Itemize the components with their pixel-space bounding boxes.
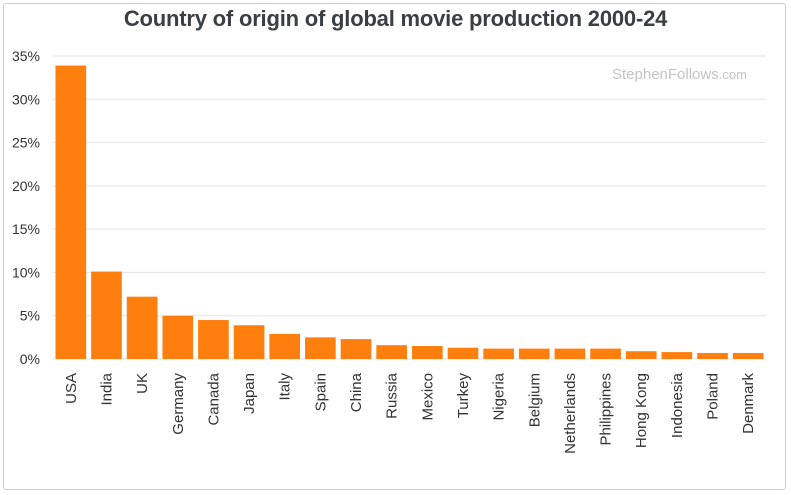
bar-mexico (411, 346, 443, 359)
x-tick-label: UK (134, 373, 151, 394)
bar-italy (269, 333, 301, 359)
x-tick-label: Poland (705, 373, 722, 420)
chart-title: Country of origin of global movie produc… (123, 6, 668, 31)
x-tick-label: Canada (205, 372, 222, 425)
y-tick-label: 0% (20, 351, 40, 367)
bar-spain (305, 337, 336, 359)
y-tick-label: 15% (12, 221, 40, 237)
x-tick-label: Japan (241, 373, 258, 414)
x-tick-label: Indonesia (669, 372, 686, 438)
bar-denmark (732, 352, 764, 359)
y-axis-ticks: 0% 5% 10% 15% 20% 25% 30% 35% (12, 48, 40, 367)
x-tick-label: Spain (312, 373, 329, 411)
x-tick-label: China (348, 372, 365, 412)
bar-philippines (590, 348, 621, 359)
x-tick-label: Denmark (740, 373, 757, 434)
bar-japan (233, 325, 265, 359)
bar-germany (162, 315, 194, 359)
x-tick-label: Turkey (455, 373, 472, 419)
x-tick-label: Mexico (419, 373, 436, 421)
y-tick-label: 10% (12, 264, 40, 280)
x-tick-label: Germany (170, 373, 187, 435)
bar-netherlands (554, 348, 586, 359)
bar-turkey (447, 347, 479, 359)
gridlines (53, 55, 766, 360)
x-tick-label: Netherlands (562, 373, 579, 454)
watermark-main: StephenFollows (612, 66, 719, 83)
y-tick-label: 25% (12, 135, 40, 151)
x-tick-label: Russia (384, 372, 401, 419)
bar-poland (697, 352, 728, 359)
y-tick-label: 5% (20, 308, 40, 324)
x-tick-label: Italy (277, 373, 294, 401)
x-tick-label: India (98, 372, 115, 405)
bar-indonesia (661, 352, 693, 359)
x-tick-label: Hong Kong (633, 373, 650, 448)
y-tick-label: 30% (12, 91, 40, 107)
y-tick-label: 20% (12, 178, 40, 194)
x-axis-labels: USA India UK Germany Canada Japan Italy Spain Ch… (63, 372, 757, 454)
x-tick-label: Philippines (598, 373, 615, 446)
bar-china (340, 339, 372, 359)
bar-india (91, 271, 122, 359)
bar-belgium (518, 348, 550, 359)
bar-hong-kong (625, 351, 657, 359)
bar-uk (126, 296, 158, 359)
chart-frame (3, 3, 786, 490)
x-tick-label: Nigeria (491, 372, 508, 420)
bar-russia (376, 345, 408, 359)
x-tick-label: Belgium (526, 373, 543, 427)
bar-usa (55, 65, 87, 359)
bar-nigeria (483, 348, 514, 359)
x-tick-label: USA (63, 373, 80, 404)
bar-canada (198, 320, 229, 359)
bars (55, 65, 764, 359)
watermark: StephenFollows.com (612, 66, 747, 83)
y-tick-label: 35% (12, 48, 40, 64)
watermark-suffix: .com (718, 67, 747, 82)
